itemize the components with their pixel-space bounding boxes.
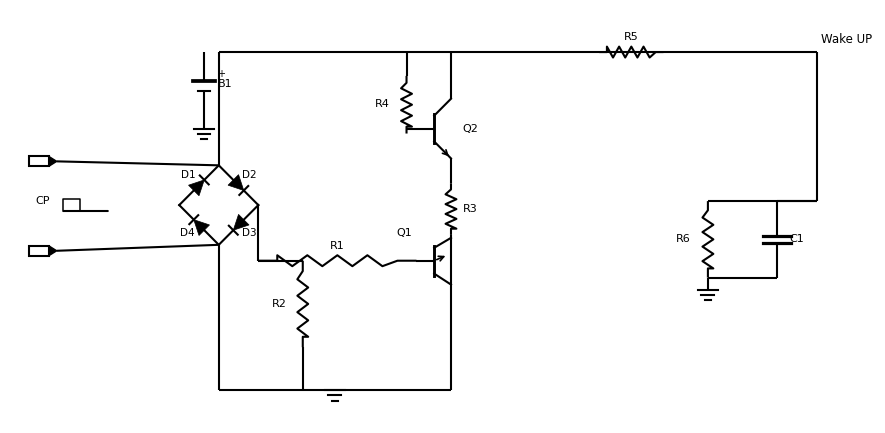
Bar xyxy=(29,246,49,256)
Text: D3: D3 xyxy=(242,228,258,238)
Polygon shape xyxy=(49,156,57,166)
Polygon shape xyxy=(49,246,57,256)
Text: R1: R1 xyxy=(330,241,345,251)
Text: Q2: Q2 xyxy=(463,123,479,133)
Text: D4: D4 xyxy=(180,228,195,238)
Polygon shape xyxy=(234,214,249,230)
Polygon shape xyxy=(189,180,204,196)
Text: R6: R6 xyxy=(676,234,691,244)
Text: R5: R5 xyxy=(624,32,639,42)
Text: C1: C1 xyxy=(789,234,804,244)
Bar xyxy=(29,156,49,166)
Text: D2: D2 xyxy=(242,171,257,181)
Text: B1: B1 xyxy=(218,79,233,89)
Text: Wake UP: Wake UP xyxy=(820,33,872,46)
Text: CP: CP xyxy=(35,196,50,206)
Text: Q1: Q1 xyxy=(396,228,412,238)
Polygon shape xyxy=(194,220,210,236)
Text: R3: R3 xyxy=(463,204,478,214)
Text: +: + xyxy=(217,69,225,79)
Text: D1: D1 xyxy=(181,171,196,181)
Text: R2: R2 xyxy=(272,299,287,309)
Text: R4: R4 xyxy=(375,99,389,109)
Polygon shape xyxy=(228,174,243,191)
